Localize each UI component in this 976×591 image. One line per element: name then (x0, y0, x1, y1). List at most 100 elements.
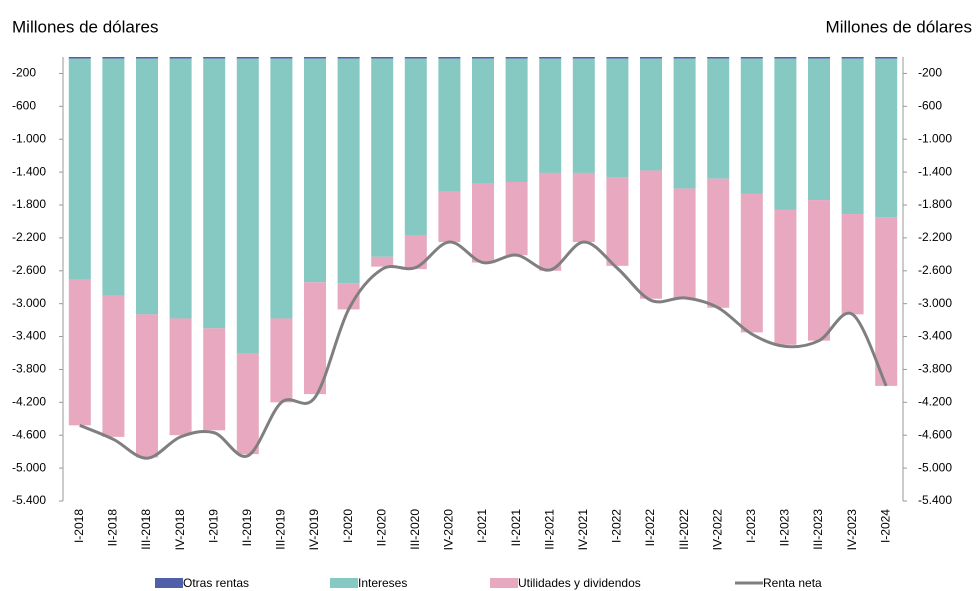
y2-tick-label: -1.000 (918, 131, 952, 145)
y2-tick-label: -3.800 (918, 362, 952, 376)
x-tick-label: I-2020 (341, 509, 355, 543)
bar (774, 57, 797, 59)
bar (404, 57, 427, 59)
legend-label: Intereses (358, 576, 407, 590)
bar (438, 57, 461, 59)
y-tick-label: -1.000 (12, 131, 46, 145)
bar (438, 191, 461, 242)
bar (875, 58, 898, 218)
bar (236, 353, 259, 455)
bar (472, 183, 494, 263)
bar (875, 217, 898, 386)
y2-tick-label: -4.200 (918, 395, 952, 409)
x-tick-label: I-2024 (878, 509, 892, 543)
bar (640, 57, 662, 59)
bar (102, 58, 125, 296)
bar (371, 58, 394, 257)
bar (505, 58, 528, 182)
bar (169, 57, 192, 59)
bar (572, 58, 595, 173)
bar (404, 235, 427, 270)
legend-swatch (330, 578, 358, 588)
y2-tick-label: -2.600 (918, 263, 952, 277)
bar (505, 57, 528, 59)
bar (236, 57, 259, 59)
y-tick-label: -1.800 (12, 197, 46, 211)
bar (808, 57, 830, 59)
bar (505, 181, 528, 256)
bar (203, 58, 226, 329)
bar (808, 200, 830, 341)
x-tick-label: I-2023 (744, 509, 758, 543)
bar (203, 57, 226, 59)
line (79, 240, 888, 460)
y2-tick-label: -5.000 (918, 460, 952, 474)
x-tick-label: IV-2018 (173, 509, 187, 551)
bar (337, 283, 360, 310)
bar (270, 58, 293, 319)
legend-swatch (490, 578, 518, 588)
bar (169, 318, 192, 436)
x-tick-label: IV-2023 (845, 509, 859, 551)
x-tick-label: IV-2022 (710, 509, 724, 551)
x-tick-label: IV-2021 (576, 509, 590, 551)
bar (236, 58, 259, 354)
bar (169, 58, 192, 319)
y-tick-label: -3.000 (12, 296, 46, 310)
bar (404, 58, 427, 236)
y-tick-label: -2.200 (12, 230, 46, 244)
x-tick-label: IV-2019 (307, 509, 321, 551)
bar (740, 57, 763, 59)
y-tick-label: -5.400 (12, 493, 46, 507)
bar (673, 188, 696, 298)
bar (774, 58, 797, 210)
bar (572, 57, 595, 59)
bar (136, 314, 158, 458)
bar (304, 57, 326, 59)
bar (774, 209, 797, 345)
legend-swatch (155, 578, 183, 588)
bar (606, 57, 629, 59)
x-tick-label: III-2019 (274, 509, 288, 550)
x-tick-label: III-2022 (677, 509, 691, 550)
y-tick-label: -4.200 (12, 395, 46, 409)
bar (371, 256, 394, 267)
bar (640, 58, 662, 171)
y2-tick-label: -2.200 (918, 230, 952, 244)
bar (673, 58, 696, 189)
bar (740, 58, 763, 194)
bar (707, 58, 730, 179)
legend-label: Utilidades y dividendos (518, 576, 641, 590)
bar (337, 58, 360, 284)
bar (68, 279, 91, 426)
y-tick-label: -200 (12, 66, 36, 80)
bar (572, 172, 595, 242)
x-tick-label: I-2018 (72, 509, 86, 543)
bar (472, 58, 494, 184)
x-tick-label: II-2019 (240, 509, 254, 547)
y2-tick-label: -3.000 (918, 296, 952, 310)
bar (68, 58, 91, 280)
y-tick-label: -2.600 (12, 263, 46, 277)
bar (539, 57, 562, 59)
y2-tick-label: -200 (918, 66, 942, 80)
bar (707, 178, 730, 308)
bar (472, 57, 494, 59)
x-tick-label: III-2023 (811, 509, 825, 550)
x-tick-label: I-2021 (475, 509, 489, 543)
bar (606, 58, 629, 178)
x-tick-label: III-2018 (139, 509, 153, 550)
x-tick-label: III-2021 (542, 509, 556, 550)
y2-tick-label: -1.800 (918, 197, 952, 211)
x-tick-label: IV-2020 (442, 509, 456, 551)
y-tick-label: -3.400 (12, 329, 46, 343)
bar (68, 57, 91, 59)
y-tick-label: -5.000 (12, 460, 46, 474)
x-tick-label: I-2022 (610, 509, 624, 543)
y2-tick-label: -3.400 (918, 329, 952, 343)
bar (539, 172, 562, 271)
bar (270, 318, 293, 403)
bar (841, 214, 864, 315)
bar (841, 58, 864, 215)
